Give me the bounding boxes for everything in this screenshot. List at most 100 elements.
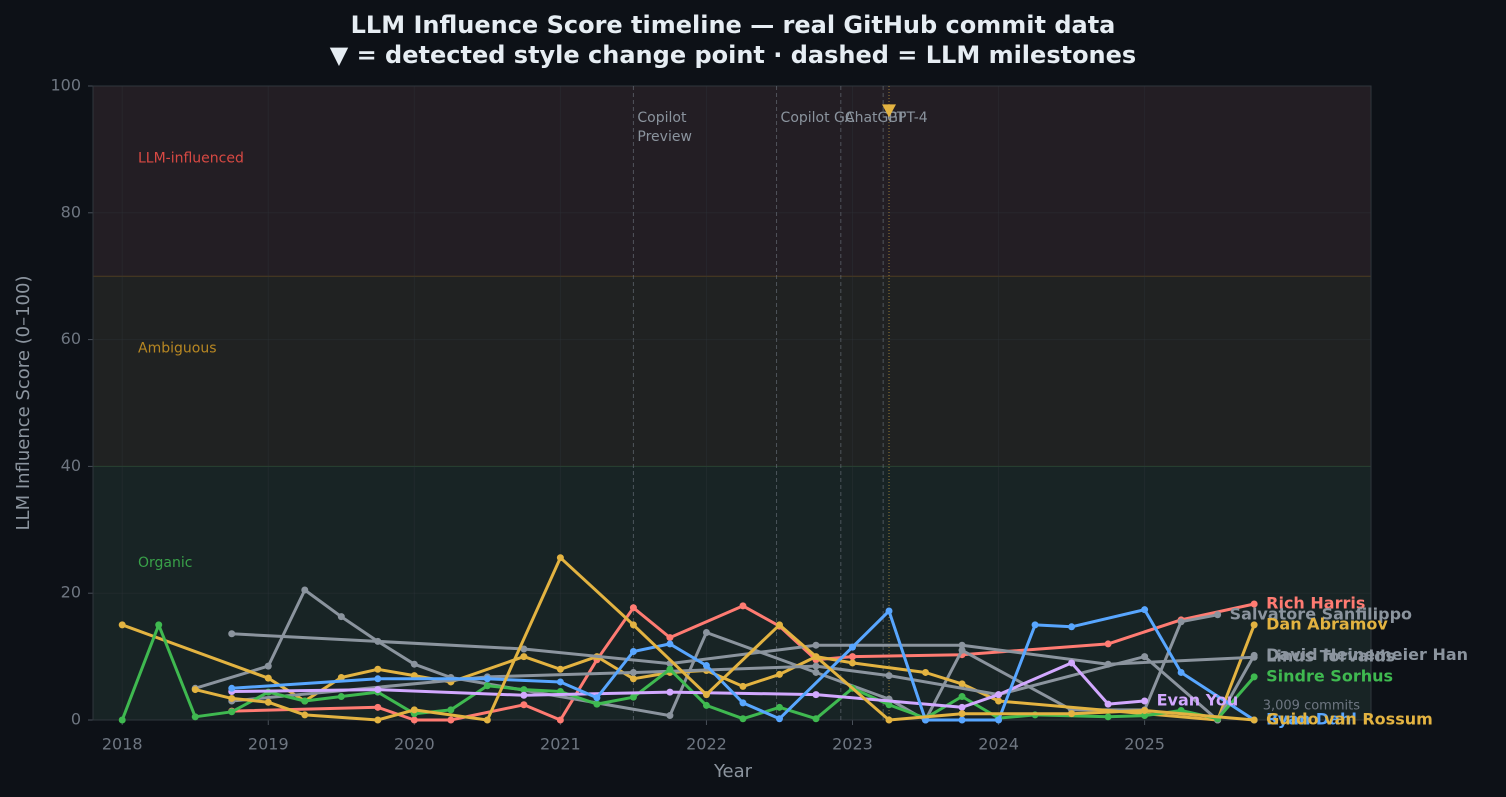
- data-point: [556, 716, 564, 724]
- data-point: [374, 686, 382, 694]
- x-tick-label: 2023: [832, 735, 873, 754]
- data-point: [483, 716, 491, 724]
- data-point: [1141, 706, 1149, 714]
- data-point: [410, 706, 418, 714]
- data-point: [1104, 640, 1112, 648]
- data-point: [958, 641, 966, 649]
- data-point: [885, 607, 893, 615]
- x-tick-label: 2021: [540, 735, 581, 754]
- data-point: [410, 716, 418, 724]
- zone-label: Organic: [138, 555, 192, 571]
- plot-area: [93, 86, 1371, 720]
- data-point: [629, 604, 637, 612]
- data-point: [1250, 716, 1258, 724]
- data-point: [1068, 710, 1076, 718]
- zone-band: [93, 276, 1371, 467]
- data-point: [264, 662, 272, 670]
- x-tick-label: 2025: [1124, 735, 1165, 754]
- note: 3,009 commits: [1263, 699, 1360, 714]
- x-tick-label: 2019: [248, 735, 289, 754]
- series-end-label: Salvatore Sanfilippo: [1230, 604, 1412, 623]
- series-line: [231, 608, 1256, 722]
- data-point: [483, 675, 491, 683]
- data-point: [885, 672, 893, 680]
- data-point: [702, 661, 710, 669]
- data-point: [228, 694, 236, 702]
- data-point: [1068, 623, 1076, 631]
- data-point: [629, 668, 637, 676]
- data-point: [958, 693, 966, 701]
- data-point: [885, 716, 893, 724]
- data-point: [739, 715, 747, 723]
- data-point: [812, 641, 820, 649]
- data-point: [264, 698, 272, 706]
- series-end-label: Evan You: [1157, 690, 1239, 709]
- x-tick-label: 2018: [102, 735, 143, 754]
- data-point: [629, 648, 637, 656]
- data-point: [739, 699, 747, 707]
- series-end-label: Sindre Sorhus: [1266, 666, 1393, 685]
- series-line: [231, 661, 1145, 709]
- data-point: [775, 670, 783, 678]
- data-point: [775, 621, 783, 629]
- data-point: [374, 675, 382, 683]
- data-point: [922, 668, 930, 676]
- data-point: [1214, 611, 1222, 619]
- milestone-label: GPT-4: [887, 110, 928, 126]
- data-point: [739, 682, 747, 690]
- data-point: [337, 693, 345, 701]
- data-point: [1141, 653, 1149, 661]
- data-point: [848, 643, 856, 651]
- data-point: [848, 659, 856, 667]
- data-point: [666, 712, 674, 720]
- data-point: [995, 697, 1003, 705]
- data-point: [520, 653, 528, 661]
- data-point: [228, 630, 236, 638]
- y-tick-label: 0: [71, 710, 81, 729]
- change-point: [882, 104, 897, 118]
- data-point: [812, 668, 820, 676]
- y-axis-label: LLM Influence Score (0–100): [13, 276, 34, 531]
- data-point: [337, 674, 345, 682]
- data-point: [301, 711, 309, 719]
- data-point: [556, 665, 564, 673]
- series-end-label: David Heinemeier Han: [1266, 645, 1468, 664]
- data-point: [118, 716, 126, 724]
- y-tick-label: 20: [61, 583, 81, 602]
- data-point: [629, 621, 637, 629]
- data-point: [812, 662, 820, 670]
- data-point: [1250, 600, 1258, 608]
- series-end-label: Dan Abramov: [1266, 614, 1388, 633]
- data-point: [520, 701, 528, 709]
- data-point: [775, 703, 783, 711]
- data-point: [1141, 712, 1149, 720]
- data-point: [1104, 660, 1112, 668]
- data-point: [958, 646, 966, 654]
- x-tick-label: 2020: [394, 735, 435, 754]
- series-end-label: Ryan Dahl: [1266, 710, 1357, 729]
- data-point: [1250, 653, 1258, 661]
- series-end-label: Guido van Rossum: [1266, 710, 1433, 729]
- data-point: [447, 716, 455, 724]
- data-point: [1141, 697, 1149, 705]
- data-point: [301, 697, 309, 705]
- data-point: [995, 691, 1003, 699]
- series-line: [194, 556, 1255, 722]
- data-point: [593, 694, 601, 702]
- data-point: [1031, 621, 1039, 629]
- chart-title: LLM Influence Score timeline — real GitH…: [351, 11, 1116, 39]
- data-point: [666, 688, 674, 696]
- data-point: [301, 586, 309, 594]
- data-point: [1250, 621, 1258, 629]
- data-point: [666, 634, 674, 642]
- data-point: [1104, 713, 1112, 721]
- data-point: [1177, 618, 1185, 626]
- x-tick-label: 2024: [978, 735, 1019, 754]
- series-end-label: Rich Harris: [1266, 593, 1365, 612]
- data-point: [191, 686, 199, 694]
- series-end-label: Linus Torvalds: [1266, 647, 1395, 666]
- data-point: [228, 684, 236, 692]
- data-point: [702, 701, 710, 709]
- data-point: [556, 678, 564, 686]
- data-point: [958, 716, 966, 724]
